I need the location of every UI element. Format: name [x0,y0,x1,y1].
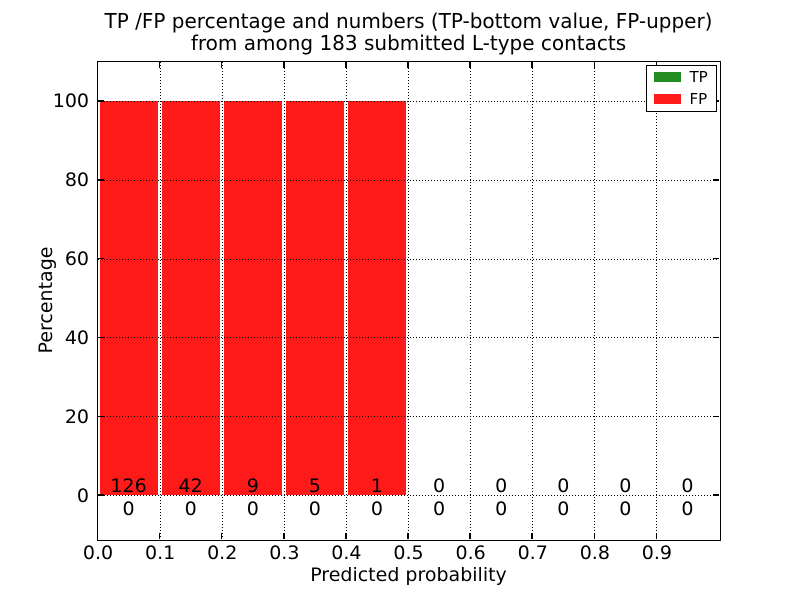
chart-title: TP /FP percentage and numbers (TP-bottom… [98,10,719,54]
tp-count-label: 0 [184,498,197,520]
tp-count-label: 0 [370,498,383,520]
v-gridline-0.5 [408,61,409,539]
fp-count-label: 9 [246,474,259,497]
x-axis-label: Predicted probability [310,564,507,586]
x-tick-mark-top [531,61,533,68]
x-tick-label: 0.7 [517,542,548,564]
x-tick-label: 0.0 [82,542,114,564]
chart-title-line1: TP /FP percentage and numbers (TP-bottom… [104,9,713,33]
v-gridline-0.7 [532,61,534,539]
v-gridline-0.2 [221,61,223,539]
tp-count-label: 0 [433,498,446,520]
fp-count-label: 42 [178,474,203,497]
fp-count-label: 5 [308,474,321,497]
x-tick-label: 0.6 [455,542,486,564]
tp-count-label: 0 [308,498,321,520]
x-tick-mark-bottom [655,532,658,539]
y-tick-mark-right [712,494,719,496]
bar-fp-0.2 [223,100,282,496]
x-tick-mark-top [220,61,223,68]
x-tick-mark-bottom [345,532,347,539]
legend: TP FP [645,64,717,112]
x-tick-mark-top [283,61,285,68]
fp-count-label: 126 [110,474,147,497]
x-tick-label: 0.9 [641,542,672,564]
tp-count-label: 0 [246,498,259,520]
fp-count-label: 0 [433,474,446,497]
y-tick-label: 100 [52,90,89,113]
x-tick-mark-bottom [220,532,223,539]
x-tick-label: 0.3 [269,542,300,564]
x-tick-label: 0.4 [331,542,362,564]
tp-legend-swatch [653,72,681,82]
y-tick-mark-left [97,494,104,496]
y-tick-label: 60 [64,248,89,271]
v-gridline-0.1 [159,61,161,539]
y-tick-label: 20 [64,405,89,428]
x-tick-mark-bottom [407,532,409,539]
y-tick-label: 80 [64,169,89,192]
fp-count-label: 0 [619,474,632,497]
bar-fp-0.1 [161,100,220,496]
legend-item-tp: TP [653,67,709,87]
y-tick-mark-right [712,415,719,418]
x-tick-mark-bottom [283,532,285,539]
bar-fp-0.4 [347,100,406,496]
x-tick-mark-top [96,61,99,68]
x-tick-mark-top [469,61,471,68]
y-tick-mark-right [712,336,719,339]
v-gridline-0.8 [594,61,596,539]
y-tick-label: 0 [76,484,89,507]
x-tick-mark-top [158,61,161,68]
fp-legend-label: FP [689,89,708,108]
y-tick-mark-left [97,336,104,339]
bar-fp-0.3 [285,100,344,496]
tp-count-label: 0 [557,498,570,520]
tp-count-label: 0 [681,498,694,520]
x-tick-label: 0.8 [579,542,610,564]
v-gridline-0.3 [283,61,285,539]
v-gridline-0.9 [656,61,658,539]
x-tick-mark-top [593,61,596,68]
v-gridline-0.4 [345,61,347,539]
chart-title-line2: from among 183 submitted L-type contacts [190,31,627,55]
fp-count-label: 0 [557,474,570,497]
y-tick-label: 40 [64,326,89,349]
legend-item-fp: FP [653,89,709,109]
tp-count-label: 0 [619,498,632,520]
tp-legend-label: TP [689,67,708,86]
x-tick-mark-bottom [96,532,99,539]
tp-count-label: 0 [122,498,135,520]
x-tick-mark-bottom [593,532,596,539]
y-tick-mark-right [712,257,719,260]
x-tick-mark-bottom [531,532,533,539]
fp-count-label: 1 [370,474,383,497]
v-gridline-0.6 [470,61,472,539]
x-tick-mark-bottom [158,532,161,539]
x-tick-label: 0.1 [144,542,176,564]
x-tick-label: 0.2 [207,542,238,564]
fp-count-label: 0 [495,474,508,497]
fp-count-label: 0 [681,474,694,497]
bar-fp-0.0 [99,100,158,496]
x-tick-mark-top [407,61,409,68]
y-tick-mark-left [97,415,104,418]
y-tick-mark-right [712,179,719,181]
x-tick-mark-bottom [469,532,471,539]
tp-count-label: 0 [495,498,508,520]
x-tick-label: 0.5 [393,542,424,564]
y-tick-mark-left [97,100,104,102]
plot-area: TP FP 0 0 0 0 0 0 0 0 0 0 126 42 9 5 1 0 0 0 0 0 [96,60,721,541]
x-tick-mark-top [345,61,347,68]
y-tick-mark-left [97,257,104,260]
fp-legend-swatch [653,94,681,104]
y-tick-mark-left [97,179,104,181]
